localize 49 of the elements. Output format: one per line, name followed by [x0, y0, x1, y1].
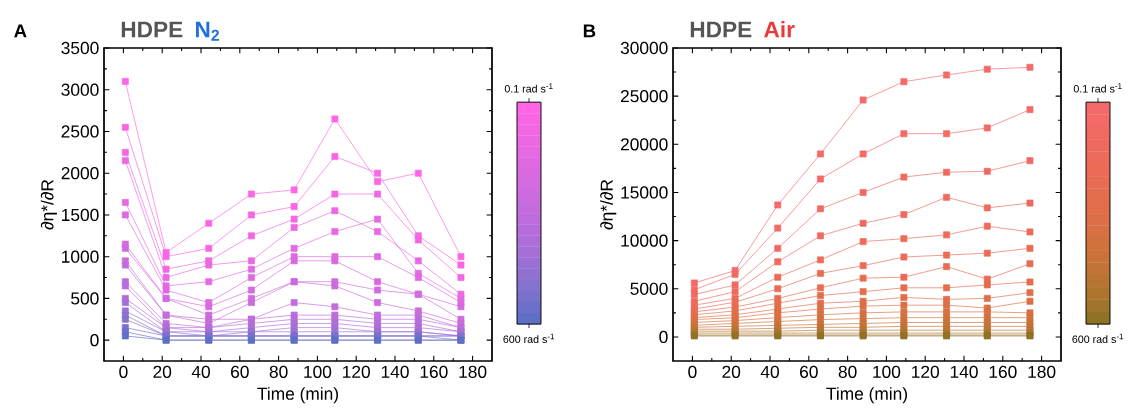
x-tick-label: 80	[838, 365, 857, 378]
x-tick-label: 80	[269, 365, 288, 378]
chart-title: HDPE	[121, 21, 183, 38]
x-tick-label: 140	[950, 365, 978, 378]
x-tick-label: 60	[231, 365, 249, 378]
x-tick-label: 20	[153, 365, 172, 378]
y-tick-label: 3500	[61, 41, 99, 55]
x-tick-label: 140	[381, 365, 409, 378]
x-tick-label: 160	[989, 365, 1017, 378]
y-tick-label: 25000	[620, 90, 668, 103]
x-tick-label: 180	[1028, 365, 1056, 378]
x-tick-label: 120	[343, 365, 370, 378]
y-tick-label: 2500	[61, 125, 99, 138]
x-axis-title: Time (min)	[257, 387, 338, 404]
x-tick-label: 100	[304, 365, 332, 378]
text: 0.1 rad s$^{-1}$	[504, 83, 553, 93]
y-tick-label: 3000	[61, 83, 99, 96]
y-tick-label: 15000	[621, 186, 668, 199]
x-tick-label: 0	[119, 365, 128, 378]
y-tick-label: 0	[659, 330, 668, 344]
y-tick-label: 0	[90, 333, 99, 347]
x-tick-label: 180	[459, 365, 487, 378]
x-tick-label: 0	[688, 365, 697, 378]
y-tick-label: 1500	[62, 208, 99, 222]
chart-title: HDPE	[690, 21, 752, 38]
chart-subtitle: N$_{2}$	[195, 21, 220, 41]
x-tick-label: 60	[800, 365, 818, 378]
x-tick-label: 120	[912, 365, 939, 378]
y-tick-label: 20000	[620, 138, 668, 151]
y-tick-label: 2000	[61, 167, 99, 180]
text: 600 rad s$^{-1}$	[503, 333, 555, 344]
chart-subtitle: Air	[764, 20, 795, 38]
y-tick-label: 5000	[630, 282, 668, 295]
x-tick-label: 160	[420, 365, 448, 378]
x-tick-label: 100	[873, 365, 901, 378]
x-tick-label: 20	[722, 365, 741, 378]
y-tick-label: 30000	[620, 41, 668, 55]
x-tick-label: 40	[760, 365, 779, 378]
y-axis-title: ∂η*/∂R	[40, 179, 57, 230]
x-axis-title: Time (min)	[826, 387, 907, 404]
text: B	[583, 24, 596, 38]
y-axis-title: ∂η*/∂R	[600, 179, 617, 230]
text: 600 rad s$^{-1}$	[1072, 333, 1124, 344]
y-tick-label: 500	[71, 292, 99, 305]
x-tick-label: 40	[191, 365, 210, 378]
y-tick-label: 1000	[62, 250, 99, 263]
text: 0.1 rad s$^{-1}$	[1073, 83, 1122, 93]
text: A	[14, 24, 27, 38]
y-tick-label: 10000	[621, 234, 668, 247]
